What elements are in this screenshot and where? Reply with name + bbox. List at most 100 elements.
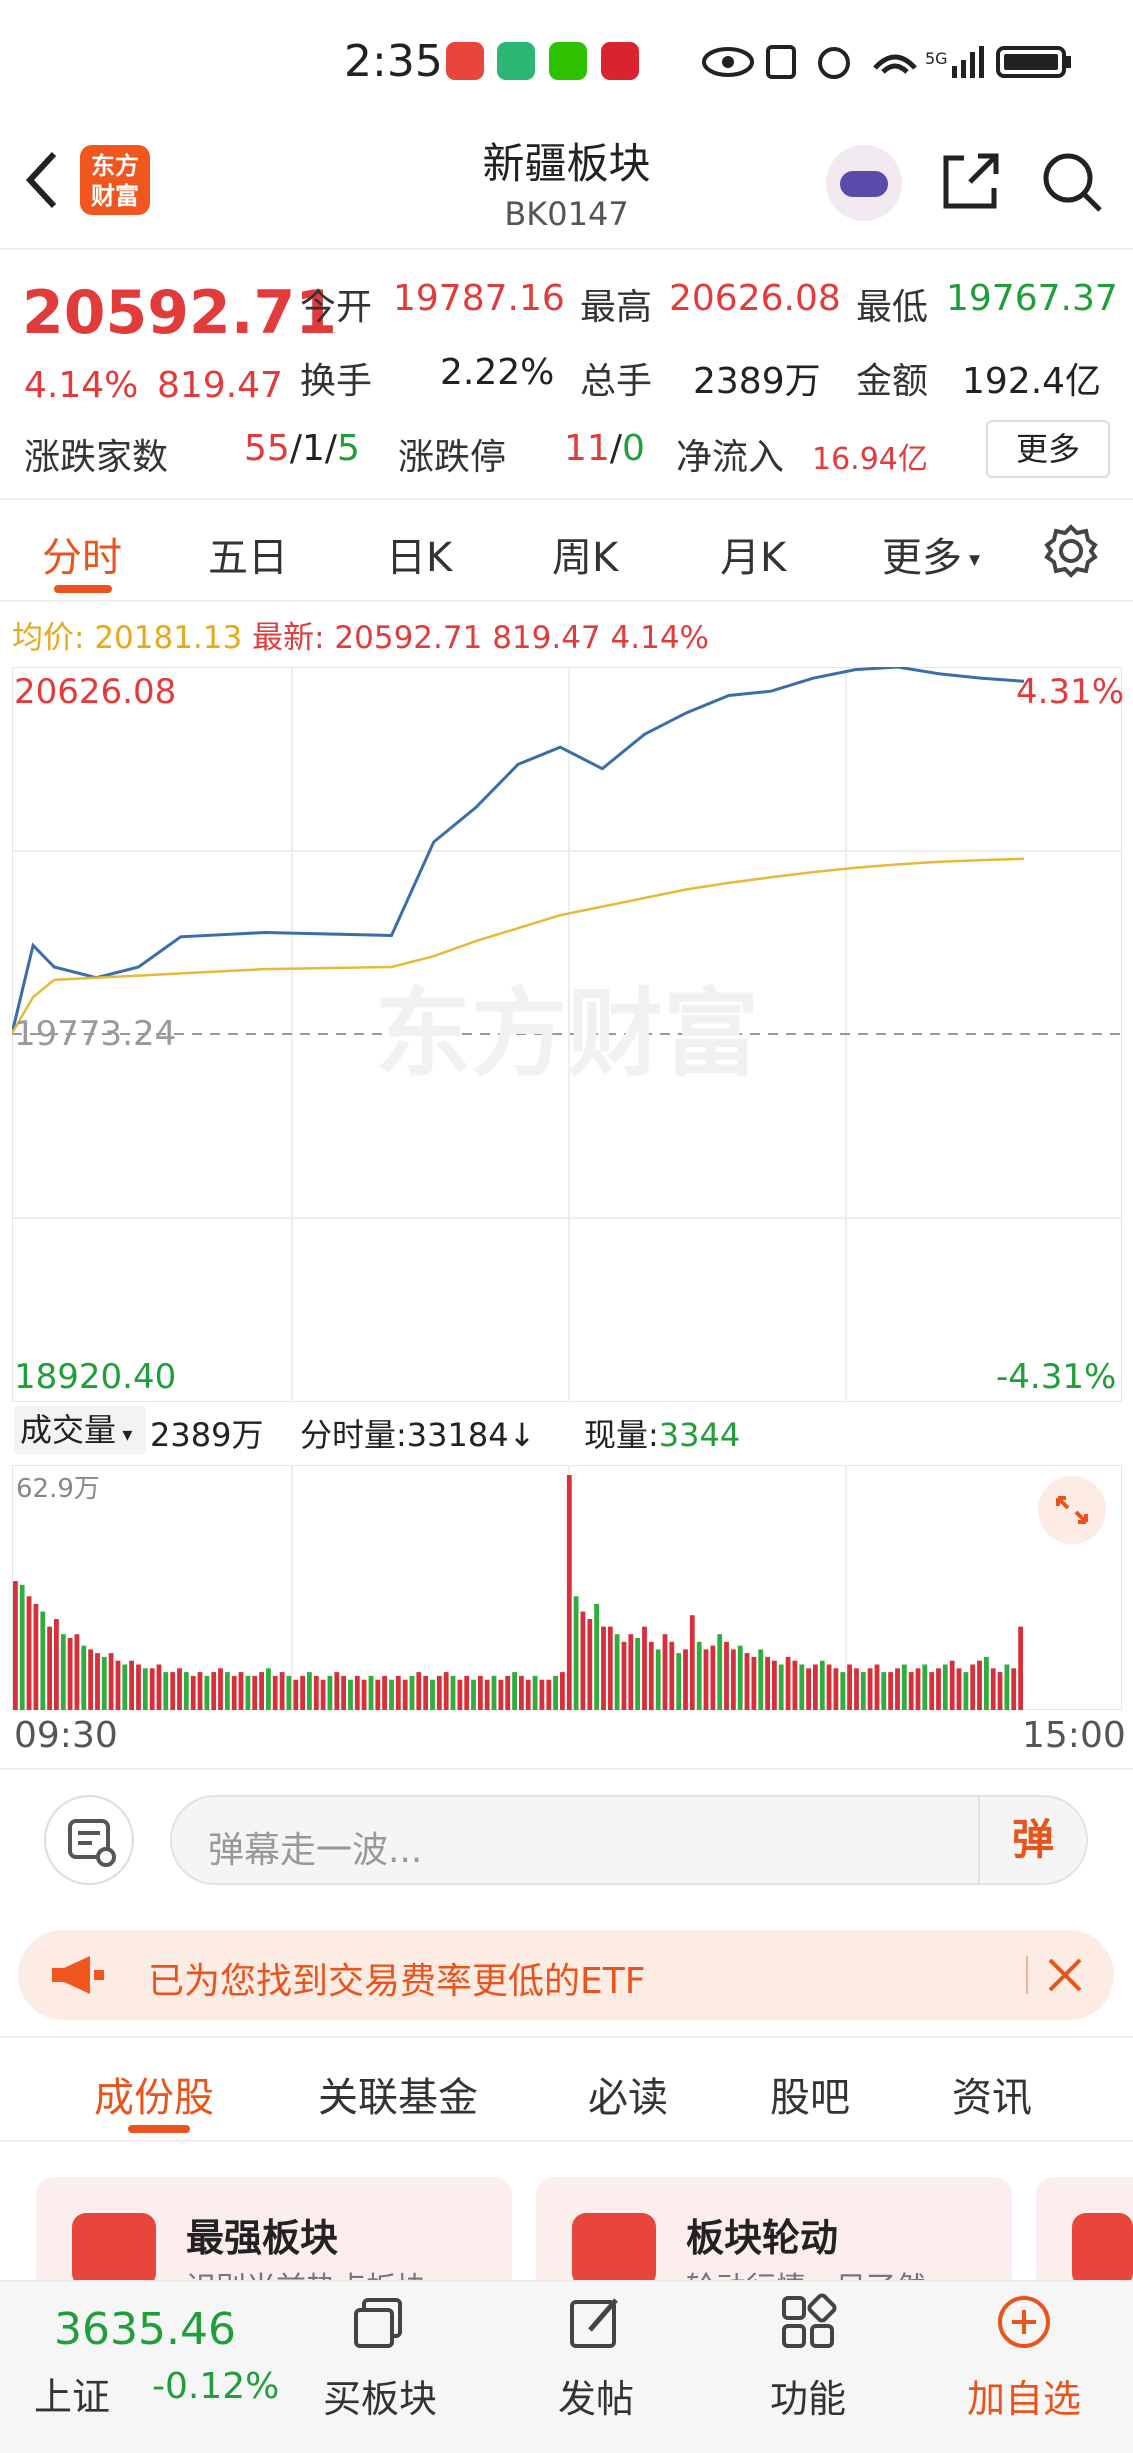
volume-selector[interactable]: 成交量 ▾ [14, 1406, 146, 1454]
card-partial[interactable] [1036, 2177, 1133, 2287]
time-start: 09:30 [14, 1715, 118, 1756]
volume-bar [990, 1668, 996, 1710]
volume-bar [867, 1668, 873, 1710]
volume-bar [491, 1675, 497, 1710]
buy-sector-icon[interactable] [350, 2292, 410, 2352]
etf-banner[interactable]: 已为您找到交易费率更低的ETF [18, 1930, 1114, 2020]
volume-bar [334, 1672, 340, 1710]
tab-forum[interactable]: 股吧 [770, 2075, 850, 2121]
volume-bar [33, 1603, 39, 1710]
breadth-up: 55 [244, 428, 290, 469]
index-change[interactable]: -0.12% [152, 2366, 280, 2407]
tab-more-label: 更多 [882, 535, 962, 581]
latest-value: 20592.71 [334, 620, 483, 656]
tab-constituents[interactable]: 成份股 [94, 2075, 214, 2121]
intraday-price-chart[interactable]: 东方财富 [12, 667, 1122, 1402]
volume-bar [833, 1668, 839, 1710]
share-icon[interactable] [940, 150, 1002, 212]
minute-volume-label: 分时量: [300, 1416, 407, 1454]
volume-chart[interactable] [12, 1465, 1122, 1710]
volume-bar [683, 1649, 688, 1710]
volume-bar [573, 1596, 579, 1710]
sector-rotation-icon [572, 2213, 656, 2287]
back-arrow-icon[interactable] [22, 150, 62, 210]
volume-bar [498, 1679, 504, 1710]
etf-banner-text: 已为您找到交易费率更低的ETF [148, 1961, 646, 2002]
tab-daily-k[interactable]: 日K [386, 535, 453, 581]
functions-label[interactable]: 功能 [769, 2377, 846, 2421]
add-watchlist-icon[interactable] [994, 2292, 1054, 2352]
time-end: 15:00 [1022, 1715, 1126, 1756]
status-time: 2:35 [344, 36, 443, 87]
volume-bar [238, 1672, 244, 1710]
volume-bar [819, 1660, 825, 1710]
card-title: 板块轮动 [686, 2216, 839, 2260]
limit-down: 0 [621, 428, 645, 469]
volume-bar [354, 1675, 360, 1710]
add-watchlist-label[interactable]: 加自选 [966, 2377, 1081, 2421]
barrage-settings-button[interactable] [44, 1795, 134, 1885]
volume-bar [778, 1664, 784, 1710]
volume-bar [368, 1675, 374, 1710]
tab-news[interactable]: 资讯 [952, 2075, 1032, 2121]
axis-bottom-price: 18920.40 [14, 1357, 177, 1397]
bottom-navigation: 3635.46 上证 -0.12% 买板块 发帖 功能 加自选 [0, 2280, 1133, 2453]
volume-bar [580, 1611, 586, 1710]
volume-bar [341, 1675, 346, 1710]
barrage-input[interactable]: 弹幕走一波... 弹 [170, 1795, 1088, 1885]
volume-bar [772, 1660, 777, 1710]
tab-five-day[interactable]: 五日 [208, 535, 288, 581]
axis-top-pct: 4.31% [1016, 672, 1125, 712]
volume-bar [826, 1664, 832, 1710]
buy-sector-label[interactable]: 买板块 [322, 2377, 437, 2421]
volume-bar [457, 1679, 463, 1710]
volume-bar [888, 1672, 893, 1710]
close-icon[interactable] [1044, 1954, 1086, 1996]
low-label: 最低 [856, 287, 929, 328]
volume-bar [409, 1675, 415, 1710]
volume-bar [464, 1675, 470, 1710]
volume-total: 2389万 [150, 1416, 264, 1454]
volume-bar [505, 1675, 511, 1710]
volume-bar [402, 1679, 408, 1710]
volume-bar [901, 1664, 907, 1710]
volume-bar [1011, 1668, 1017, 1710]
volume-bar [142, 1668, 148, 1710]
expand-icon[interactable] [1038, 1476, 1106, 1544]
low-value: 19767.37 [946, 278, 1118, 319]
tab-related-funds[interactable]: 关联基金 [318, 2075, 478, 2121]
post-icon[interactable] [566, 2292, 626, 2352]
high-value: 20626.08 [669, 278, 841, 319]
volume-bar [751, 1656, 757, 1710]
functions-icon[interactable] [778, 2292, 838, 2352]
card-sector-rotation[interactable]: 板块轮动 轮动行情一目了然 [536, 2177, 1012, 2306]
volume-bar [163, 1672, 169, 1710]
tab-monthly-k[interactable]: 月K [720, 535, 787, 581]
index-name[interactable]: 上证 [34, 2375, 111, 2419]
price-line [12, 667, 1025, 1034]
settings-gear-icon[interactable] [1044, 524, 1098, 578]
post-label[interactable]: 发帖 [557, 2377, 634, 2421]
volume-bar [389, 1679, 394, 1710]
barrage-toggle-button[interactable]: 弹 [978, 1797, 1086, 1883]
breadth-label: 涨跌家数 [24, 437, 169, 478]
tab-must-read[interactable]: 必读 [588, 2075, 668, 2121]
volume-bar [984, 1656, 989, 1710]
volume-bar [361, 1679, 367, 1710]
ai-assistant-icon[interactable] [826, 145, 902, 221]
active-tab-indicator [128, 2125, 190, 2133]
volume-bar [279, 1672, 285, 1710]
volume-bar [689, 1615, 695, 1710]
card-title: 最强板块 [186, 2216, 339, 2260]
search-icon[interactable] [1040, 150, 1104, 214]
tab-more[interactable]: 更多 ▾ [882, 535, 981, 581]
volume-bar [225, 1672, 230, 1710]
volume-bar [436, 1675, 442, 1710]
more-button[interactable]: 更多 [986, 420, 1110, 478]
index-value[interactable]: 3635.46 [54, 2304, 236, 2355]
tab-weekly-k[interactable]: 周K [552, 535, 619, 581]
divider [0, 2036, 1133, 2038]
volume-bar [525, 1679, 531, 1710]
tab-intraday[interactable]: 分时 [42, 535, 122, 581]
card-strongest-sector[interactable]: 最强板块 识别当前热点板块 [36, 2177, 512, 2306]
